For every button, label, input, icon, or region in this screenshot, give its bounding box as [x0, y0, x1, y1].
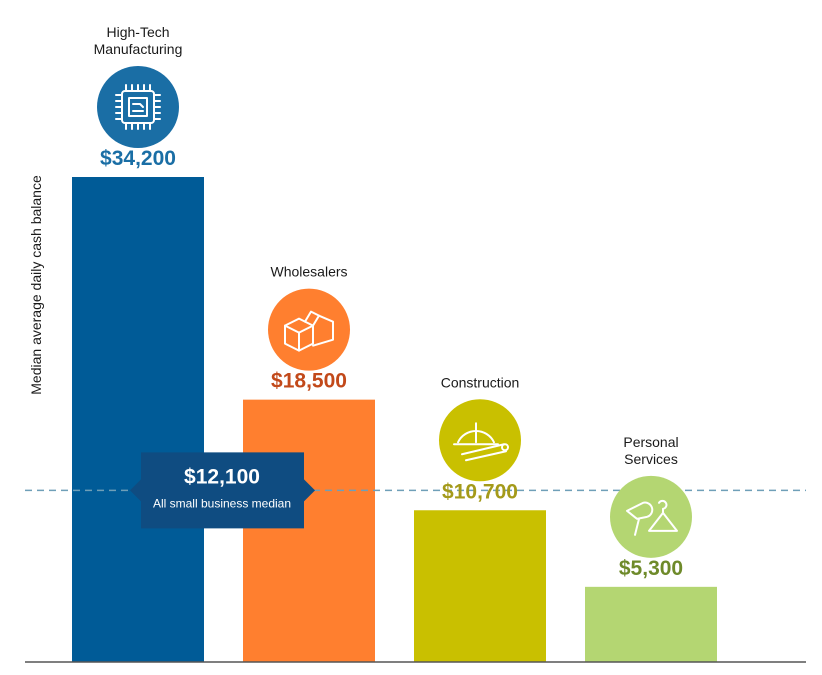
bars-layer	[72, 177, 717, 662]
bar-value-label: $34,200	[100, 147, 176, 170]
category-label: Wholesalers	[270, 264, 347, 280]
icons-layer	[97, 66, 692, 558]
microchip-icon-badge	[97, 66, 179, 148]
bar-value-label: $5,300	[619, 557, 683, 580]
bar	[243, 399, 375, 662]
median-value-label: $12,100	[184, 465, 260, 488]
bar-value-label: $18,500	[271, 370, 347, 393]
hairdryer-hanger-icon	[626, 499, 678, 536]
hardhat-blueprint-icon-badge	[439, 399, 521, 482]
hairdryer-hanger-icon-badge	[610, 475, 692, 558]
category-label: Construction	[441, 374, 520, 390]
bar	[585, 586, 717, 662]
bar	[72, 177, 204, 662]
median-callout: $12,100 All small business median	[130, 452, 315, 529]
category-label: Services	[624, 451, 678, 467]
y-axis-label: Median average daily cash balance	[28, 175, 44, 395]
bar-value-label: $10,700	[442, 480, 518, 503]
microchip-icon	[115, 84, 161, 130]
median-callout-box	[130, 452, 315, 529]
boxes-icon-badge	[268, 288, 350, 371]
category-label: High-Tech	[106, 24, 169, 40]
category-label: Personal	[623, 434, 678, 450]
hardhat-blueprint-icon	[453, 422, 509, 462]
category-label: Manufacturing	[94, 41, 183, 57]
bar	[414, 510, 546, 662]
median-description-label: All small business median	[153, 496, 291, 510]
boxes-icon	[284, 310, 334, 352]
